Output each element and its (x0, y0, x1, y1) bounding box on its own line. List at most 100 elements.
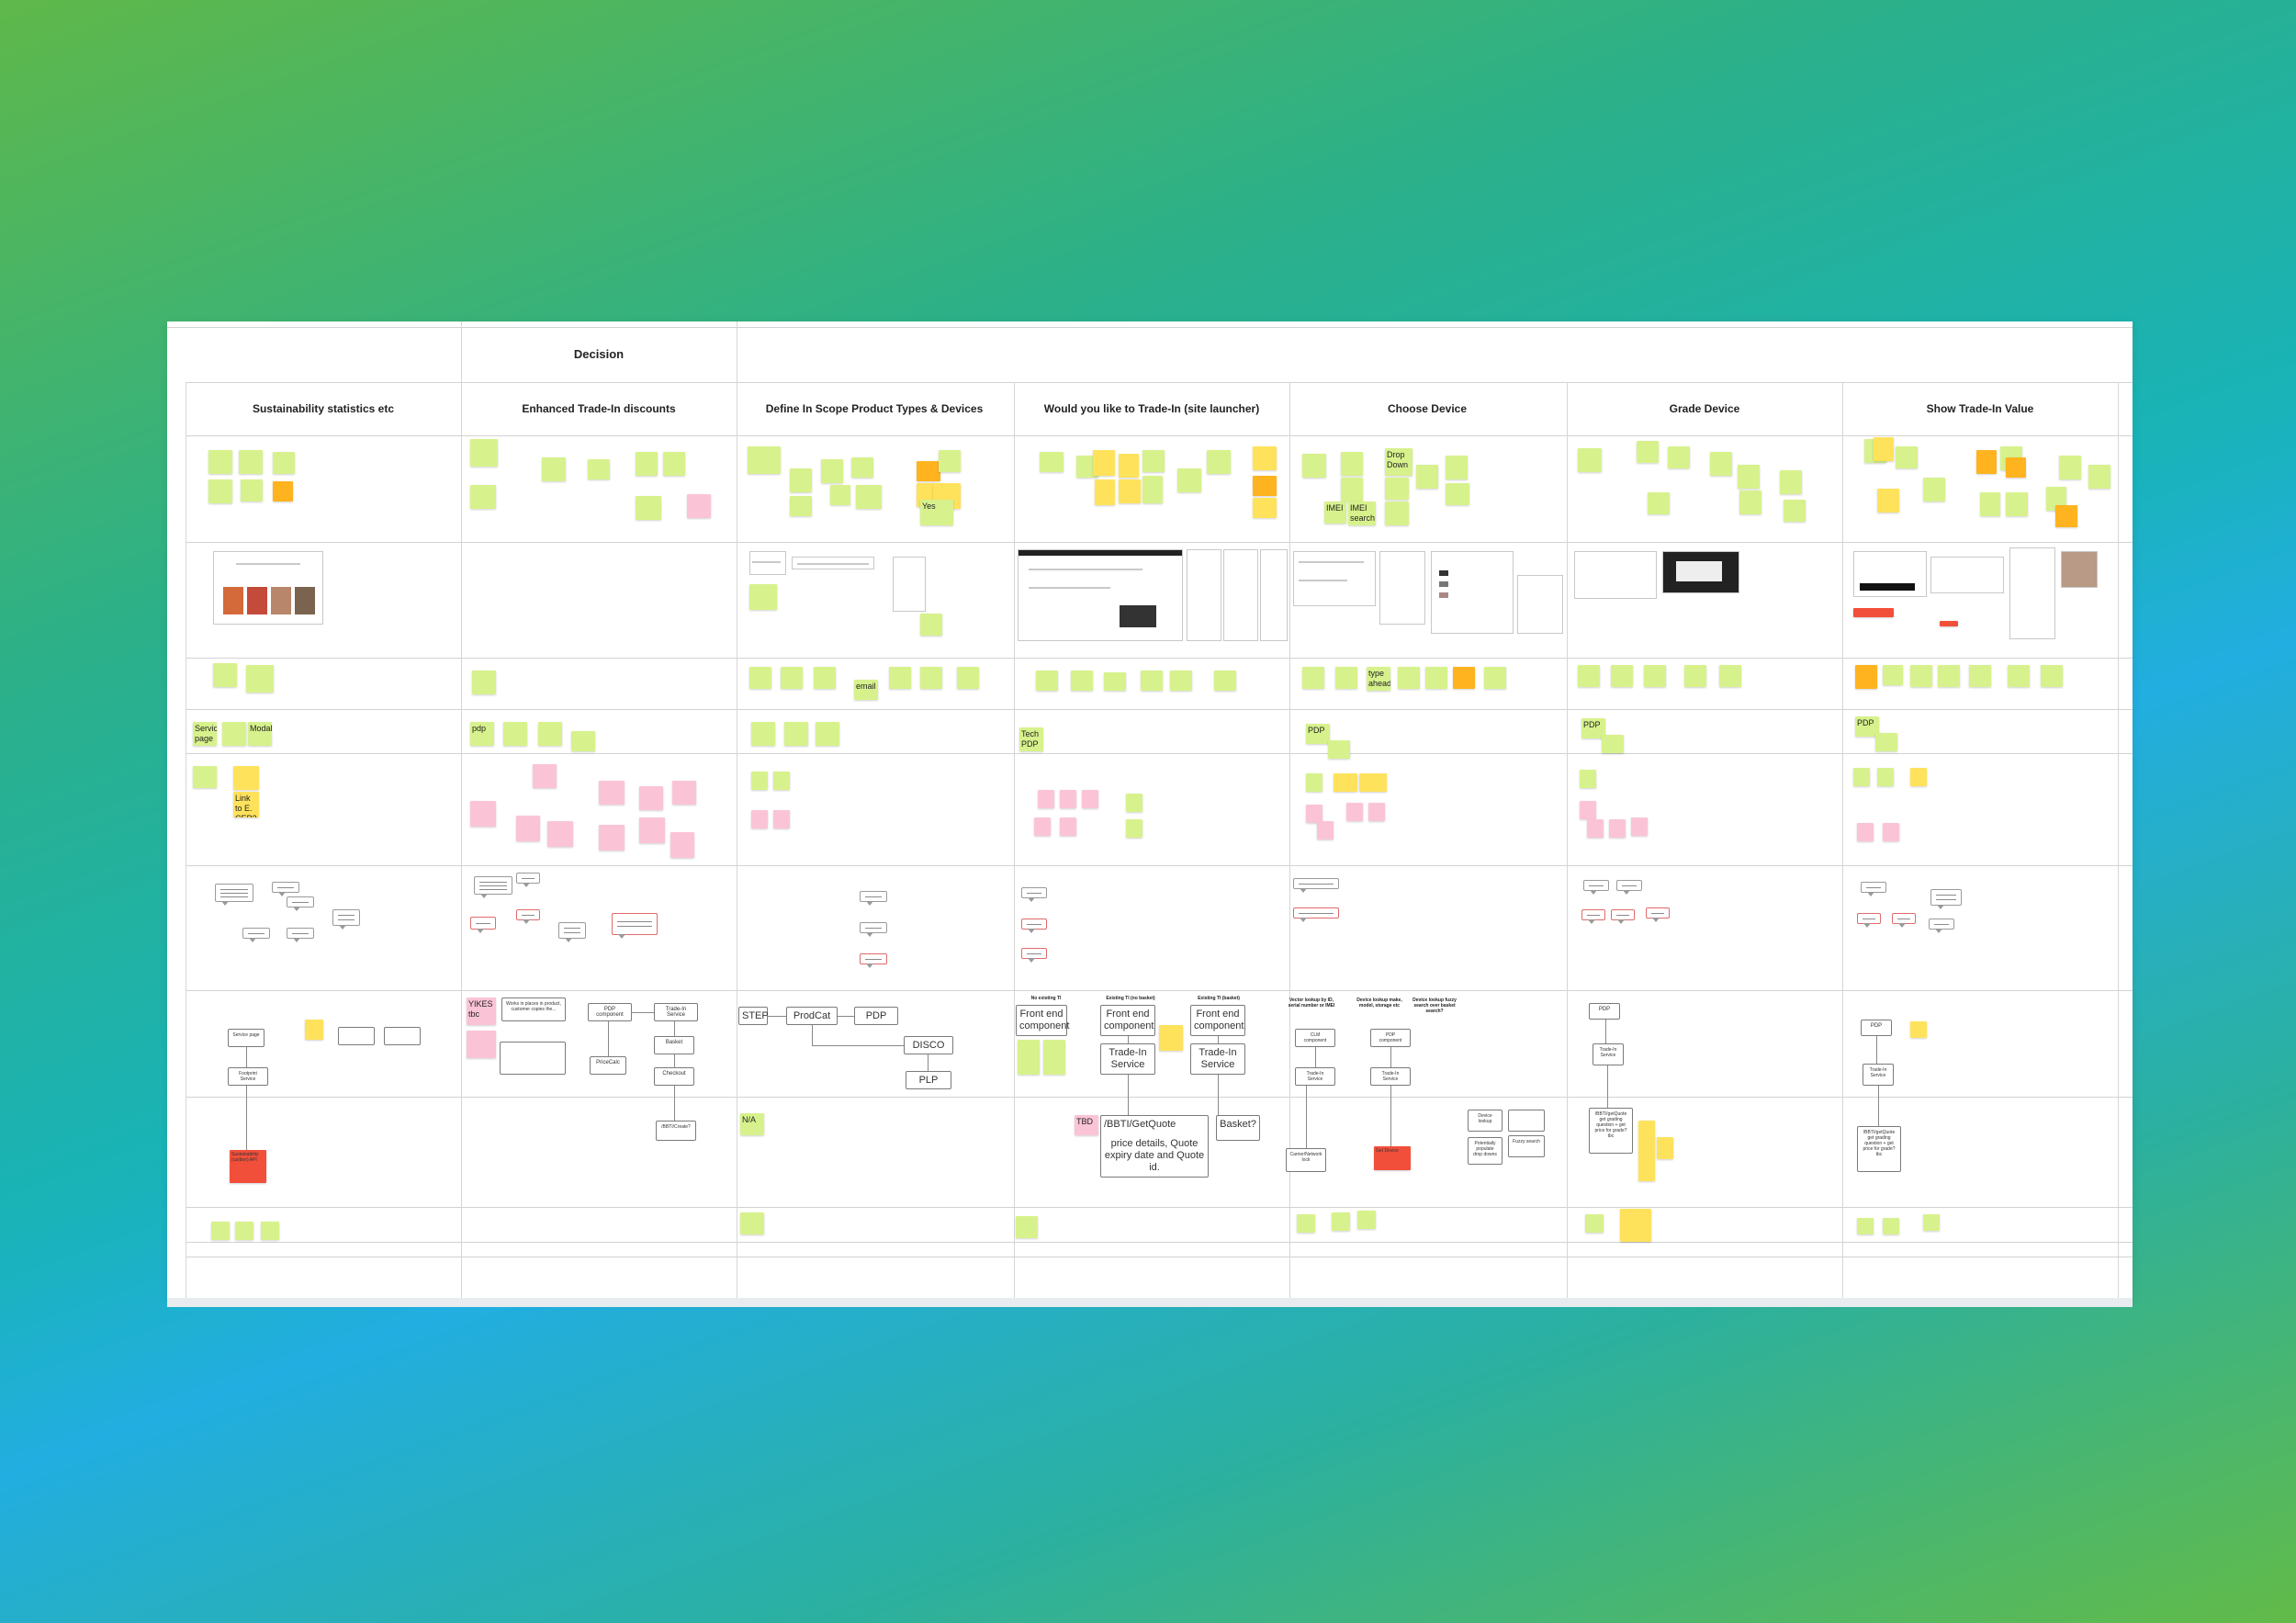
comment-bubble[interactable] (516, 909, 540, 924)
sticky-note[interactable] (235, 1222, 253, 1240)
sticky-note[interactable] (239, 450, 263, 474)
sticky-note[interactable] (1739, 490, 1761, 514)
sticky-note[interactable] (790, 468, 812, 492)
sticky-note[interactable] (599, 781, 625, 805)
sticky-note[interactable] (740, 1212, 764, 1234)
sticky-note[interactable] (1425, 667, 1447, 689)
sticky-note[interactable] (208, 479, 232, 503)
sticky-note[interactable] (1043, 1040, 1065, 1075)
comment-bubble[interactable] (242, 928, 270, 942)
flow-box-disco[interactable]: DISCO (904, 1036, 953, 1054)
sticky-note[interactable] (773, 772, 790, 790)
sticky-note[interactable] (273, 481, 293, 502)
flow-box-front-end[interactable]: Front end component (1016, 1005, 1069, 1036)
sticky-note[interactable] (1398, 667, 1420, 689)
sticky-note[interactable] (1710, 452, 1732, 476)
sticky-note[interactable] (1938, 665, 1960, 687)
flow-box-trade-in-service[interactable]: Trade-In Service (1370, 1067, 1411, 1086)
sticky-note[interactable] (781, 667, 803, 689)
sticky-note[interactable] (1684, 665, 1706, 687)
wireframe-screenshot[interactable] (1853, 551, 1927, 597)
sticky-note[interactable] (542, 457, 566, 481)
sticky-note[interactable] (1302, 454, 1326, 478)
flow-box[interactable] (338, 1027, 375, 1045)
sticky-note[interactable] (1126, 819, 1142, 838)
comment-bubble[interactable] (215, 884, 253, 906)
sticky-note[interactable] (503, 722, 527, 746)
sticky-note[interactable] (821, 459, 843, 483)
sticky-note-link[interactable]: Link to E. CEP? (233, 792, 259, 817)
wireframe-screenshot[interactable] (1517, 575, 1563, 634)
comment-bubble[interactable] (1293, 907, 1339, 922)
flow-box[interactable] (1508, 1110, 1545, 1132)
comment-bubble[interactable] (558, 922, 586, 942)
sticky-note[interactable] (663, 452, 685, 476)
sticky-note[interactable] (470, 439, 498, 467)
sticky-note[interactable] (533, 764, 557, 788)
comment-bubble[interactable] (1646, 907, 1670, 922)
sticky-note[interactable] (1855, 665, 1877, 689)
flow-box-pdp-component[interactable]: PDP component (588, 1003, 632, 1021)
sticky-note[interactable] (1317, 821, 1334, 840)
sticky-note[interactable] (1638, 1121, 1655, 1181)
sticky-note[interactable] (1214, 671, 1236, 691)
sticky-note[interactable] (920, 614, 942, 636)
comment-bubble[interactable] (1021, 887, 1047, 902)
sticky-note[interactable] (1302, 667, 1324, 689)
wireframe-screenshot[interactable] (1018, 549, 1183, 641)
sticky-note[interactable] (748, 446, 781, 474)
sticky-note[interactable] (957, 667, 979, 689)
sticky-note[interactable] (588, 459, 610, 479)
comment-bubble[interactable] (860, 953, 887, 968)
sticky-note[interactable] (1578, 665, 1600, 687)
comment-bubble[interactable] (860, 891, 887, 906)
sticky-note-pdp[interactable]: pdp (470, 722, 494, 746)
flow-box-create[interactable]: /BBTI/Create? (656, 1121, 696, 1141)
flow-box-pdp-component[interactable]: PDP component (1370, 1029, 1411, 1047)
sticky-note[interactable] (273, 452, 295, 474)
wireframe-screenshot[interactable] (1187, 549, 1221, 641)
flow-box-step[interactable]: STEP (738, 1007, 769, 1025)
sticky-note[interactable] (1082, 790, 1098, 808)
wireframe-screenshot[interactable] (1260, 549, 1288, 641)
sticky-note[interactable] (1874, 437, 1894, 461)
column-header-show-value[interactable]: Show Trade-In Value (1926, 402, 2034, 415)
sticky-note[interactable] (1341, 478, 1363, 502)
sticky-note[interactable] (1446, 456, 1468, 479)
flow-box[interactable]: Works in places in product, customer cop… (501, 997, 566, 1021)
sticky-note[interactable] (1446, 483, 1469, 505)
sticky-note[interactable] (1910, 768, 1927, 786)
sticky-note[interactable] (1038, 790, 1054, 808)
sticky-note[interactable] (1368, 803, 1385, 821)
sticky-note[interactable] (2008, 665, 2030, 687)
sticky-note[interactable] (751, 810, 768, 828)
sticky-note[interactable] (2041, 665, 2063, 687)
sticky-note[interactable] (1335, 667, 1357, 689)
sticky-note[interactable] (1060, 790, 1076, 808)
comment-bubble[interactable] (860, 922, 887, 937)
sticky-note[interactable] (1036, 671, 1058, 691)
sticky-note[interactable] (784, 722, 808, 746)
wireframe-screenshot[interactable] (1662, 551, 1739, 593)
sticky-note-pdp[interactable]: PDP (1855, 716, 1879, 737)
sticky-note[interactable] (2055, 505, 2077, 527)
flow-box-get-quote[interactable]: /BBTI/getQuote get grading question + ge… (1857, 1126, 1901, 1172)
sticky-note[interactable] (1253, 446, 1277, 470)
sticky-note[interactable] (1332, 1212, 1350, 1231)
sticky-note[interactable] (1668, 446, 1690, 468)
flow-box-get-quote[interactable]: /BBTI/getQuote get grading question + ge… (1589, 1108, 1633, 1154)
column-header-enhanced-trade-in[interactable]: Enhanced Trade-In discounts (522, 402, 676, 415)
sticky-note[interactable] (749, 584, 777, 610)
comment-bubble[interactable] (332, 909, 360, 930)
sticky-note-imei[interactable]: IMEI (1324, 502, 1346, 524)
sticky-note[interactable] (2006, 492, 2028, 516)
sticky-note[interactable] (1484, 667, 1506, 689)
sticky-note[interactable] (1142, 450, 1165, 472)
comment-bubble[interactable] (1293, 878, 1339, 893)
comment-bubble[interactable] (1929, 919, 1954, 933)
sticky-note[interactable] (1297, 1214, 1315, 1233)
sticky-note[interactable] (1416, 465, 1438, 489)
sticky-note[interactable] (1170, 671, 1192, 691)
sticky-note[interactable] (1341, 452, 1363, 476)
sticky-note[interactable] (751, 772, 768, 790)
